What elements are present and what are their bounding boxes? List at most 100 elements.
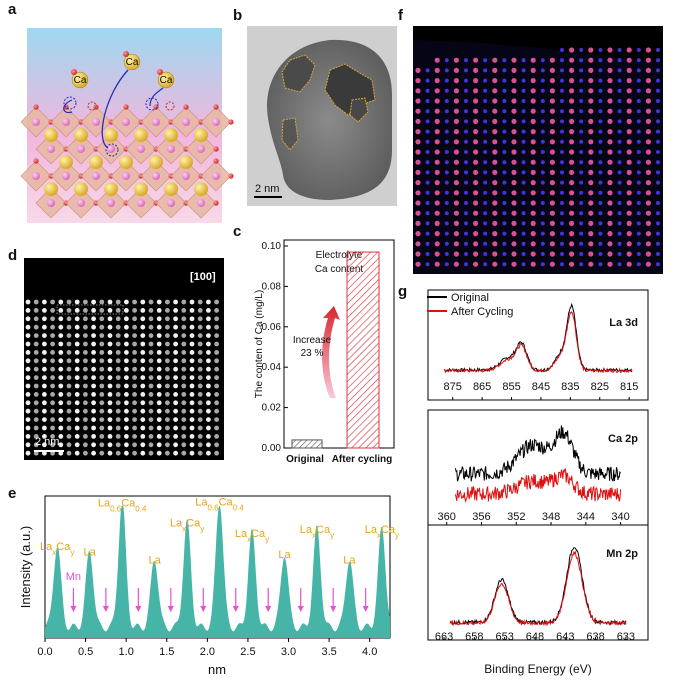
atom-column [617,78,622,83]
b-site-atom [212,172,220,180]
ca-ion-label: Ca [74,75,87,86]
atom-column [530,261,536,267]
b-site-atom [107,145,115,153]
atom-column [588,149,594,155]
atom-column [617,139,622,144]
atom-column [115,333,121,338]
y-tick-label: 0.00 [262,443,282,454]
atom-column [140,383,146,389]
atom-column [42,434,47,439]
atom-column [434,98,440,104]
atom-column [66,383,72,389]
atom-column [415,88,421,94]
atom-column [197,425,203,431]
atom-column [569,47,575,53]
atom-column [91,358,96,364]
atom-column [483,129,488,134]
atom-column [173,375,179,380]
atom-column [492,149,498,155]
atom-column [598,68,603,73]
atom-column [521,231,526,236]
atom-column [66,316,72,322]
atom-column [569,78,575,84]
atom-column [483,231,488,236]
atom-column [530,210,536,216]
atom-column [492,57,498,63]
atom-column [617,252,622,256]
atom-column [189,425,195,431]
atom-column [50,400,55,406]
panel-label-d: d [8,247,17,264]
a-site-atom [179,155,193,169]
atom-column [617,48,622,52]
atom-column [165,392,170,397]
atom-column [607,47,613,53]
atom-column [189,392,195,397]
atom-column [132,350,138,355]
atom-column [492,159,498,165]
atom-column [115,417,121,422]
peak-labels: LaxCay LaLa0.6Ca0.4LaLaxCayLa0.6Ca0.4LaxC… [40,496,399,566]
atom-column [521,78,526,83]
atom-column [74,350,80,355]
atom-column [83,299,88,305]
atom-column [549,241,556,247]
atom-column [189,350,195,355]
atom-column [66,400,72,406]
atom-column [645,210,652,216]
atom-column [434,118,440,124]
atom-column [42,408,47,414]
vacancy-circle [145,97,159,111]
atom-column [425,109,430,114]
atom-column [607,98,613,104]
atom-column [99,400,105,406]
atom-column [181,434,187,439]
atom-column [434,57,440,63]
a-site-atom [194,128,208,142]
atom-column [83,341,88,347]
atom-column [569,139,575,145]
panel-c-chart: Electrolyte Ca content The conten of Ca … [254,239,395,465]
atom-column [511,241,517,247]
atom-column [434,200,440,206]
legend-original: Original [451,292,489,304]
atom-column [588,180,594,186]
atom-column [115,358,121,364]
atom-column [598,231,603,236]
atom-column [483,99,488,103]
a-site-atom [44,182,58,196]
oxygen-atom [213,146,219,152]
atom-column [148,417,154,422]
atom-column [549,159,556,165]
b-site-atom [62,118,70,126]
atom-column [626,210,632,216]
b-site-atom [137,145,145,153]
atom-column [173,442,179,448]
atom-column [181,299,187,305]
atom-column [502,201,507,205]
atom-column [58,375,64,380]
atom-column [588,210,594,216]
atom-column [645,88,652,94]
atom-column [197,417,203,422]
atom-column [540,201,545,205]
atom-column [124,316,129,322]
category-label-original: Original [286,454,324,465]
atom-column [148,324,154,330]
atom-column [549,88,556,94]
atom-column [214,442,220,448]
atom-column [99,333,105,338]
atom-column [636,180,641,185]
atom-column [156,375,162,380]
atom-column [156,350,162,355]
x-tick-label: 344 [577,511,595,523]
atom-column [502,231,507,236]
atom-column [107,358,113,364]
atom-column [483,58,488,63]
atom-column [115,392,121,397]
atom-column [115,408,121,414]
atom-column [124,417,129,422]
escape-arrow [63,99,73,114]
atom-column [636,78,641,83]
atom-column [66,434,72,439]
